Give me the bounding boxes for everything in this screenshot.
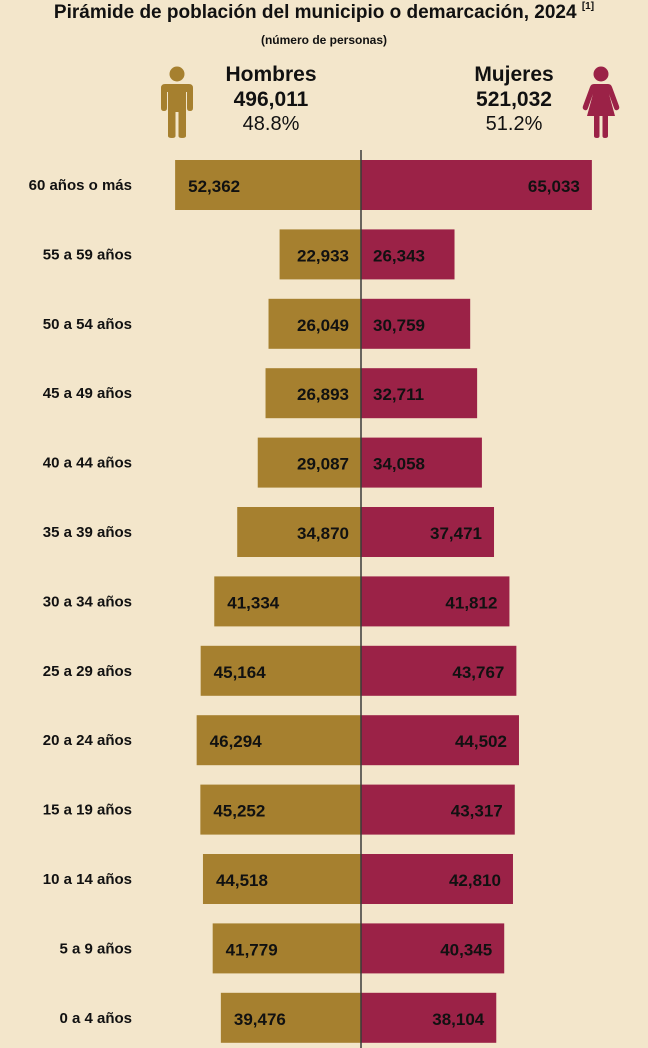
woman-icon (582, 66, 620, 138)
men-bar (237, 507, 361, 557)
women-bar (361, 368, 478, 419)
men-value-label: 44,518 (216, 871, 268, 890)
men-value-label: 46,294 (210, 732, 263, 751)
men-percent: 48.8% (242, 113, 300, 135)
men-value-label: 34,870 (297, 524, 349, 543)
title-footnote: [1] (581, 1, 595, 12)
age-group-label: 15 a 19 años (43, 802, 132, 819)
women-summary: Mujeres 521,032 51.2% (444, 62, 584, 136)
men-value-label: 45,252 (213, 802, 265, 821)
men-bar (220, 992, 361, 1043)
age-group-label: 60 años o más (29, 177, 132, 194)
men-value-label: 45,164 (214, 663, 267, 682)
age-group-label: 30 a 34 años (43, 593, 132, 610)
women-value-label: 32,711 (373, 385, 424, 404)
women-bar (361, 437, 482, 488)
men-value-label: 41,779 (226, 940, 278, 959)
age-group-label: 25 a 29 años (43, 663, 132, 680)
chart-title-text: Pirámide de población del municipio o de… (53, 2, 577, 23)
men-bar (265, 368, 361, 419)
women-value-label: 42,810 (449, 871, 501, 890)
women-value-label: 41,812 (445, 593, 497, 612)
men-value-label: 26,049 (297, 316, 349, 335)
women-value-label: 43,317 (451, 802, 503, 821)
men-bar (196, 715, 361, 766)
men-bar (200, 784, 361, 835)
women-bar (361, 645, 517, 696)
age-group-label: 0 a 4 años (59, 1010, 132, 1027)
age-group-label: 50 a 54 años (43, 316, 132, 333)
women-value-label: 37,471 (430, 524, 482, 543)
age-group-label: 5 a 9 años (59, 940, 132, 957)
men-value-label: 52,362 (188, 177, 240, 196)
men-bar (212, 923, 361, 974)
chart-title: Pirámide de población del municipio o de… (0, 1, 648, 24)
women-value-label: 65,033 (528, 177, 580, 196)
women-value-label: 44,502 (455, 732, 507, 751)
women-bar (361, 715, 519, 766)
men-summary: Hombres 496,011 48.8% (201, 62, 341, 136)
women-bar (361, 784, 515, 835)
women-total: 521,032 (476, 88, 552, 111)
women-label: Mujeres (474, 63, 554, 86)
men-value-label: 39,476 (234, 1010, 286, 1029)
men-total: 496,011 (233, 88, 309, 111)
men-bar (214, 576, 361, 627)
women-value-label: 38,104 (432, 1010, 485, 1029)
man-icon (161, 66, 193, 138)
men-bar (268, 298, 361, 349)
men-bar (279, 229, 361, 280)
men-label: Hombres (225, 63, 317, 86)
women-bar (361, 298, 471, 349)
women-bar (361, 576, 510, 627)
age-group-label: 55 a 59 años (43, 246, 132, 263)
men-value-label: 22,933 (297, 246, 349, 265)
men-bar (200, 645, 361, 696)
men-value-label: 41,334 (227, 593, 280, 612)
women-bar (361, 923, 505, 974)
women-bar (361, 507, 495, 557)
men-value-label: 26,893 (297, 385, 349, 404)
age-group-label: 20 a 24 años (43, 732, 132, 749)
men-bar (175, 160, 361, 210)
men-bar (202, 854, 361, 904)
women-percent: 51.2% (485, 113, 543, 135)
men-value-label: 29,087 (297, 455, 349, 474)
women-bar (361, 854, 513, 904)
women-value-label: 43,767 (452, 663, 504, 682)
women-value-label: 26,343 (373, 246, 425, 265)
women-value-label: 30,759 (373, 316, 425, 335)
women-bar (361, 160, 592, 210)
women-value-label: 34,058 (373, 455, 425, 474)
women-bar (361, 992, 497, 1043)
age-group-label: 10 a 14 años (43, 871, 132, 888)
age-group-label: 45 a 49 años (43, 385, 132, 402)
age-group-label: 35 a 39 años (43, 524, 132, 541)
men-bar (257, 437, 361, 488)
chart-subtitle: (número de personas) (260, 33, 388, 47)
age-group-label: 40 a 44 años (43, 455, 132, 472)
women-value-label: 40,345 (440, 940, 492, 959)
women-bar (361, 229, 455, 280)
